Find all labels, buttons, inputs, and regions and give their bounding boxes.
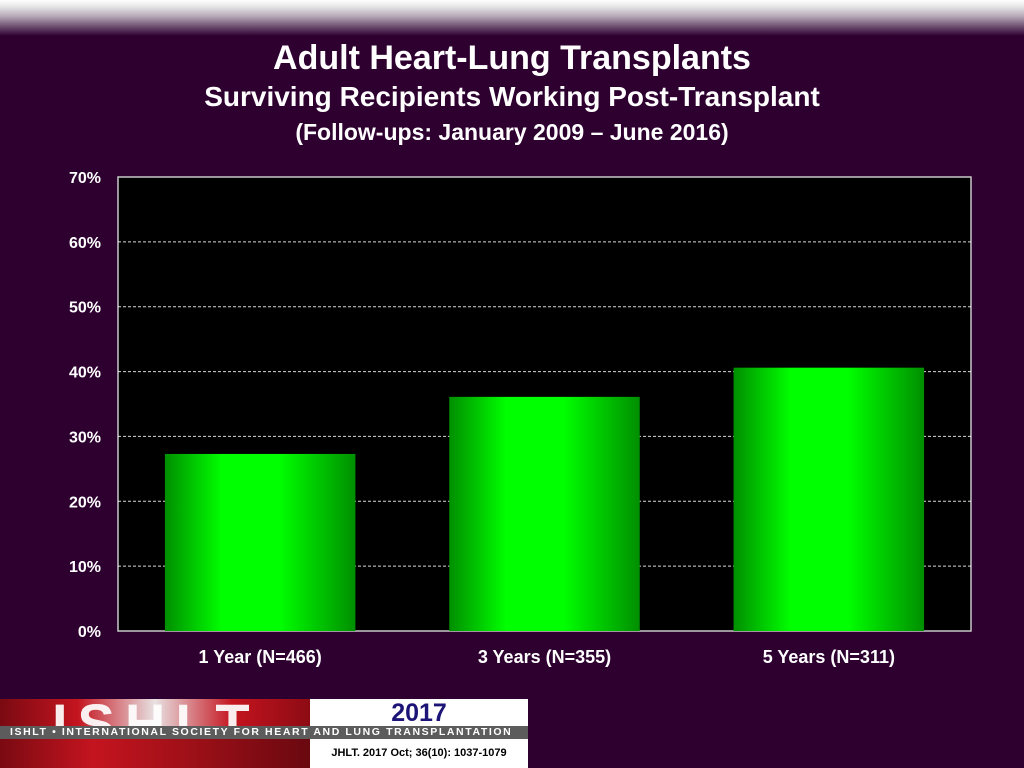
x-axis-tick-labels: 1 Year (N=466) 3 Years (N=355) 5 Years (N=… xyxy=(199,647,895,667)
report-year: 2017 xyxy=(391,699,447,727)
y-tick-label: 10% xyxy=(69,559,101,576)
chart-subtitle: Surviving Recipients Working Post-Transp… xyxy=(204,81,820,112)
y-tick-label: 50% xyxy=(69,300,101,317)
chart-title: Adult Heart-Lung Transplants xyxy=(273,39,751,77)
footer-logo: ISHLT 2017 ISHLT • INTERNATIONAL SOCIETY… xyxy=(0,699,528,768)
bar-3 xyxy=(733,367,925,631)
top-gradient-band xyxy=(0,0,1024,36)
title-block: Adult Heart-Lung Transplants Surviving R… xyxy=(0,38,1024,148)
y-tick-label: 20% xyxy=(69,494,101,511)
organization-name: ISHLT • INTERNATIONAL SOCIETY FOR HEART … xyxy=(0,726,528,739)
x-tick-label: 5 Years (N=311) xyxy=(763,647,895,667)
bar-2 xyxy=(449,396,640,631)
y-tick-label: 70% xyxy=(69,170,101,187)
y-tick-label: 60% xyxy=(69,235,101,252)
bars xyxy=(164,367,925,631)
y-tick-label: 30% xyxy=(69,429,101,446)
x-tick-label: 1 Year (N=466) xyxy=(199,647,322,667)
y-tick-label: 0% xyxy=(78,624,101,641)
ishlt-logo: ISHLT xyxy=(0,699,310,726)
bar-chart: 0% 10% 20% 30% 40% 50% 60% 70% 1 Year (N=466) 3 … xyxy=(69,170,972,667)
bar-1 xyxy=(164,453,356,631)
ishlt-logo-text: ISHLT xyxy=(52,699,260,726)
citation: JHLT. 2017 Oct; 36(10): 1037-1079 xyxy=(310,739,528,768)
x-tick-label: 3 Years (N=355) xyxy=(478,647,611,667)
y-tick-label: 40% xyxy=(69,365,101,382)
chart-followup-range: (Follow-ups: January 2009 – June 2016) xyxy=(295,119,729,145)
y-axis-tick-labels: 0% 10% 20% 30% 40% 50% 60% 70% xyxy=(69,170,101,641)
